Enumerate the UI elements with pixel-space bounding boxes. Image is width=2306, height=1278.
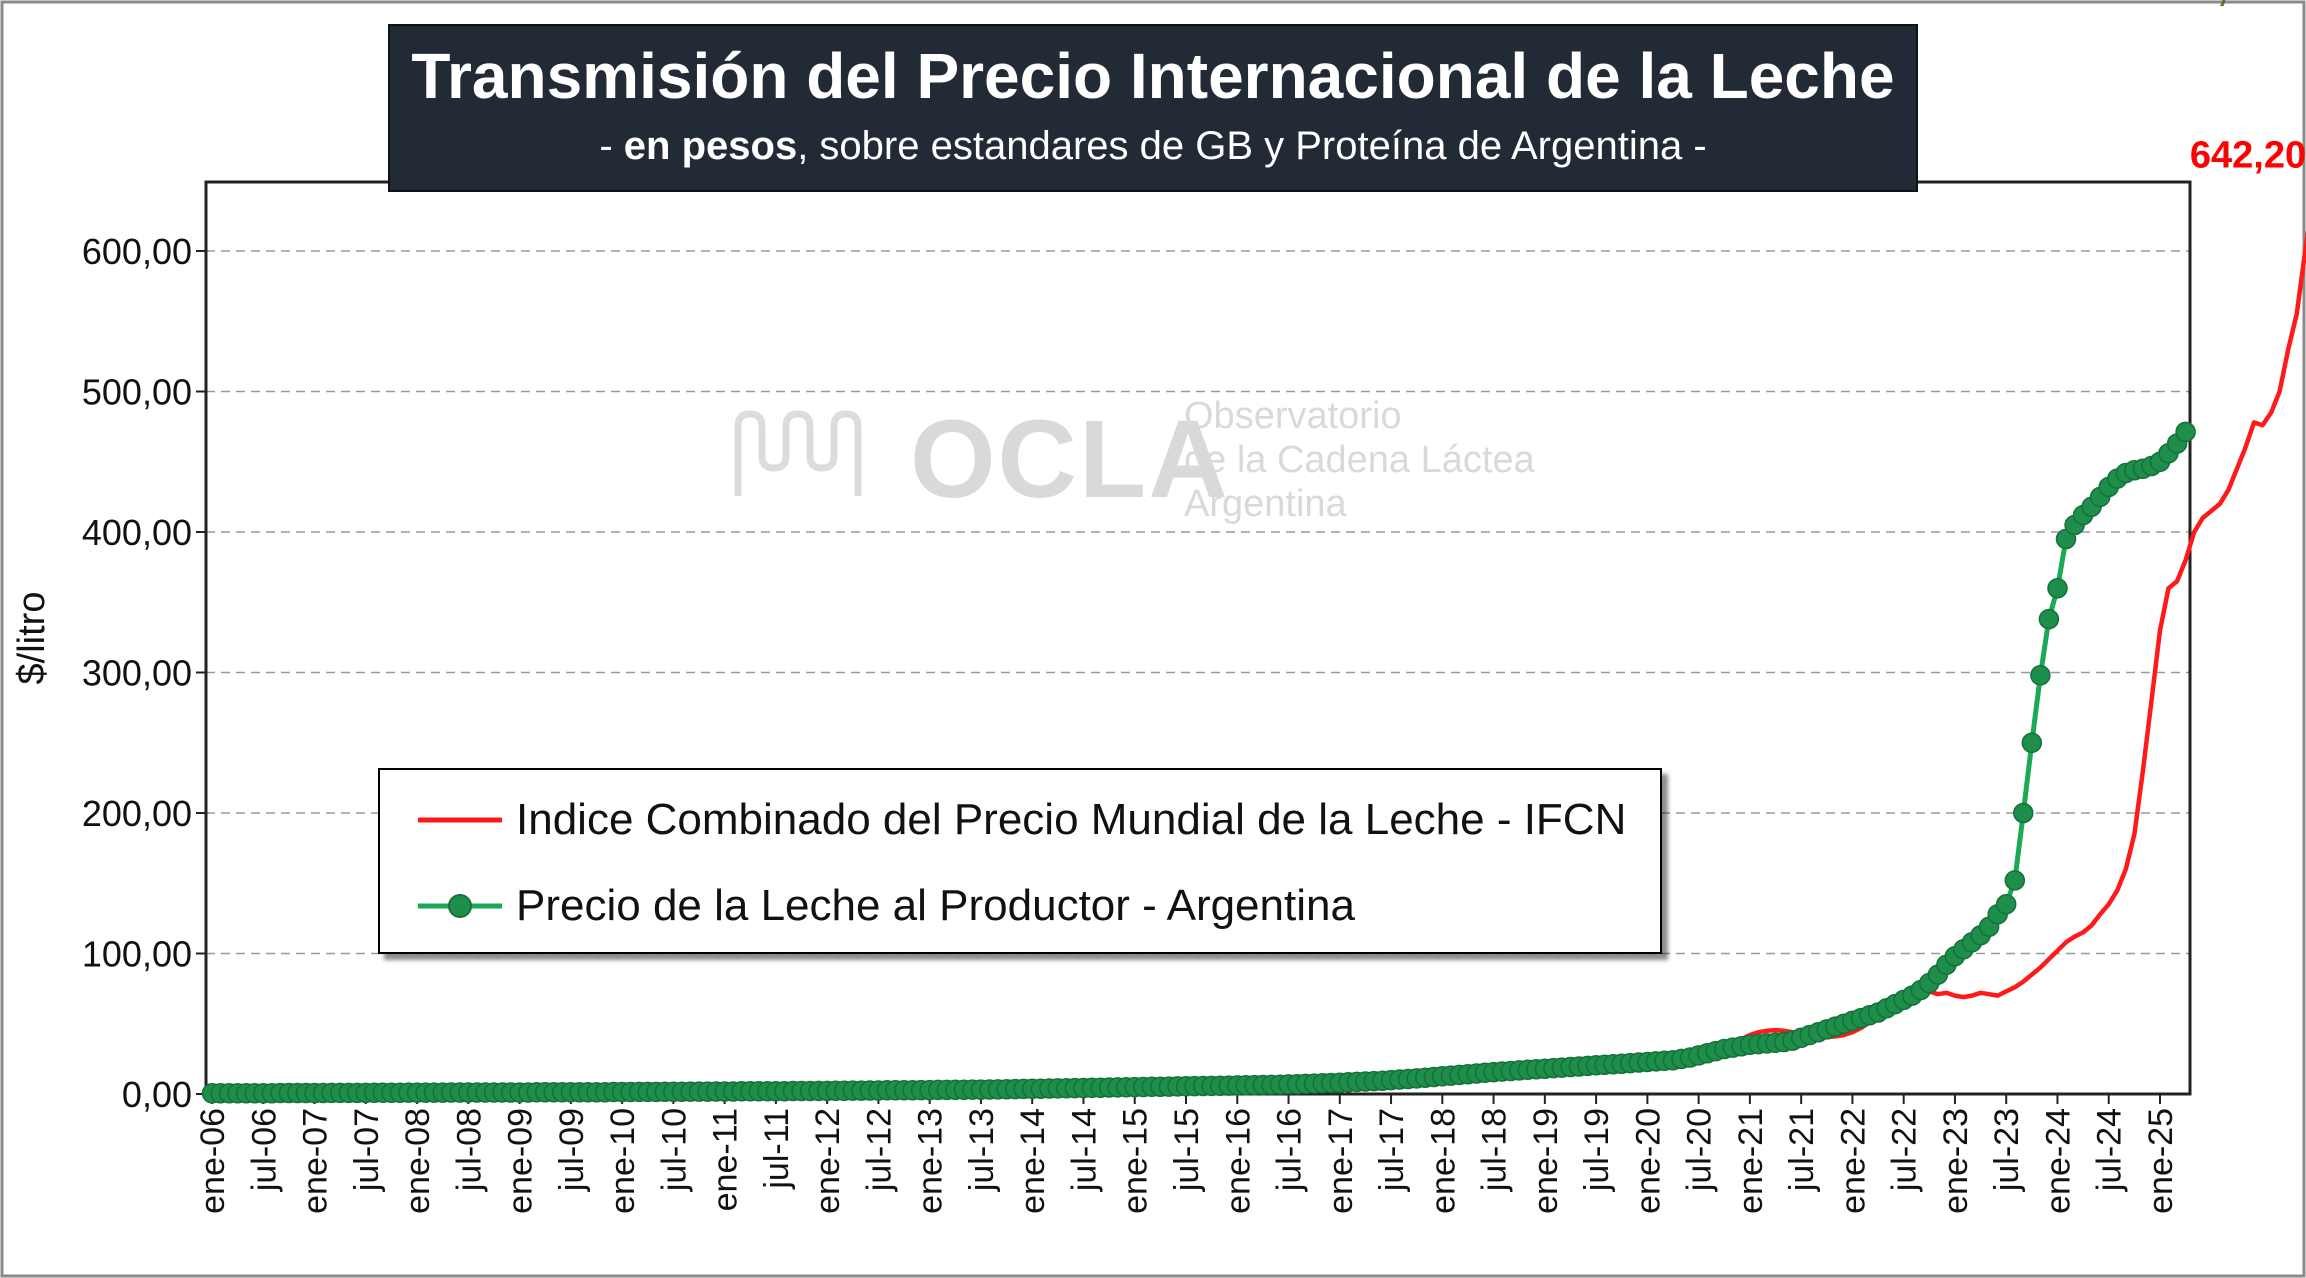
legend-swatch-productor xyxy=(418,894,502,918)
legend-swatch-ifcn xyxy=(418,817,502,823)
productor-point xyxy=(2038,608,2060,630)
y-tick-label: 0,00 xyxy=(122,1074,192,1115)
x-tick-label: jul-10 xyxy=(655,1108,693,1192)
x-tick-label: ene-20 xyxy=(1629,1108,1667,1214)
x-tick-label: ene-13 xyxy=(912,1108,950,1214)
x-tick-label: ene-25 xyxy=(2142,1108,2180,1214)
legend-label-productor: Precio de la Leche al Productor - Argent… xyxy=(516,881,1355,930)
y-tick-label: 600,00 xyxy=(82,231,192,272)
productor-point xyxy=(2013,802,2034,824)
x-tick-label: jul-11 xyxy=(758,1108,796,1190)
x-tick-label: jul-13 xyxy=(963,1108,1001,1192)
x-tick-label: ene-09 xyxy=(502,1108,540,1214)
subtitle-bold: en pesos xyxy=(623,124,798,168)
chart-title: Transmisión del Precio Internacional de … xyxy=(411,40,1895,112)
x-tick-label: jul-06 xyxy=(245,1108,283,1192)
x-tick-label: ene-22 xyxy=(1834,1108,1872,1214)
productor-point xyxy=(2021,732,2043,754)
x-tick-label: ene-12 xyxy=(809,1108,847,1214)
productor-point xyxy=(2175,421,2196,443)
x-tick-label: jul-18 xyxy=(1476,1108,1514,1192)
y-tick-label: 100,00 xyxy=(82,934,192,975)
legend-label-ifcn: Indice Combinado del Precio Mundial de l… xyxy=(516,795,1627,844)
x-tick-label: jul-15 xyxy=(1168,1108,1206,1192)
x-tick-label: ene-10 xyxy=(604,1108,642,1214)
y-tick-label: 400,00 xyxy=(82,512,192,553)
legend: Indice Combinado del Precio Mundial de l… xyxy=(378,768,1662,954)
x-tick-label: ene-19 xyxy=(1527,1108,1565,1214)
x-tick-label: ene-15 xyxy=(1117,1108,1155,1214)
x-tick-label: ene-16 xyxy=(1219,1108,1257,1214)
x-tick-label: jul-16 xyxy=(1271,1108,1309,1192)
x-tick-label: ene-06 xyxy=(194,1108,232,1214)
x-tick-label: ene-11 xyxy=(707,1108,745,1211)
x-tick-label: jul-14 xyxy=(1065,1108,1103,1192)
y-tick-label: 500,00 xyxy=(82,372,192,413)
x-tick-label: jul-22 xyxy=(1886,1108,1924,1192)
label-layer: 0,00 100,00 200,00 300,00 400,00 500,00 600,00… xyxy=(11,0,2306,1214)
chart-subtitle: - en pesos, sobre estandares de GB y Pro… xyxy=(390,124,1916,168)
x-tick-label: jul-23 xyxy=(1988,1108,2026,1192)
productor-point xyxy=(2047,577,2068,599)
x-tick-label: ene-17 xyxy=(1322,1108,1360,1214)
x-tick-label: jul-19 xyxy=(1578,1108,1616,1192)
x-tick-label: jul-24 xyxy=(2091,1108,2129,1192)
x-tick-label: ene-08 xyxy=(399,1108,437,1214)
x-tick-label: jul-09 xyxy=(553,1108,591,1192)
y-tick-label: 300,00 xyxy=(82,653,192,694)
x-tick-label: jul-12 xyxy=(860,1108,898,1192)
title-box: Transmisión del Precio Internacional de … xyxy=(388,24,1918,192)
x-tick-label: ene-24 xyxy=(2039,1108,2077,1214)
x-tick-label: ene-18 xyxy=(1424,1108,1462,1214)
subtitle-prefix: - xyxy=(599,124,624,168)
x-tick-label: ene-23 xyxy=(1937,1108,1975,1214)
x-tick-label: ene-21 xyxy=(1732,1108,1770,1214)
legend-item-ifcn: Indice Combinado del Precio Mundial de l… xyxy=(414,792,1626,848)
legend-item-productor: Precio de la Leche al Productor - Argent… xyxy=(414,878,1355,934)
x-tick-label: jul-21 xyxy=(1783,1108,1821,1192)
x-tick-label: jul-17 xyxy=(1373,1108,1411,1192)
end-label-ifcn: 642,20 xyxy=(2190,135,2306,177)
productor-point xyxy=(2030,665,2051,686)
series-layer xyxy=(201,229,2306,1104)
y-axis-label: $/litro xyxy=(11,592,53,685)
productor-point xyxy=(1995,894,2017,915)
x-tick-label: jul-07 xyxy=(348,1108,386,1192)
productor-point xyxy=(2004,870,2026,891)
end-label-productor: 471,24 xyxy=(2154,0,2270,9)
x-tick-label: ene-14 xyxy=(1014,1108,1052,1214)
x-tick-label: jul-20 xyxy=(1681,1108,1719,1192)
y-tick-label: 200,00 xyxy=(82,793,192,834)
x-tick-label: ene-07 xyxy=(297,1108,335,1214)
subtitle-rest: , sobre estandares de GB y Proteína de A… xyxy=(797,124,1707,168)
x-tick-label: jul-08 xyxy=(450,1108,488,1192)
